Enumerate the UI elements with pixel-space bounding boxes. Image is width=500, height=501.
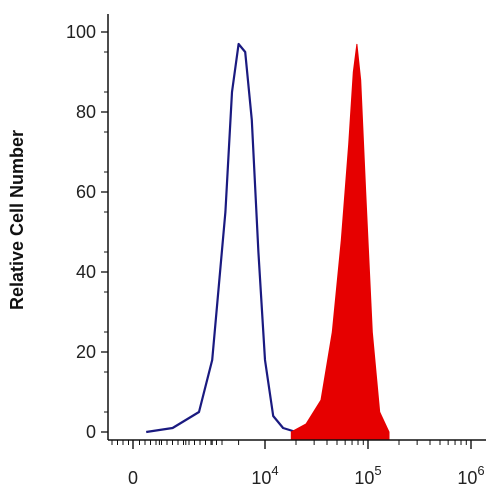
y-tick-label-40: 40 — [76, 262, 96, 282]
series-0-outline-histogram — [146, 42, 297, 434]
x-tick-label-0: 0 — [128, 468, 138, 488]
y-tick-label-0: 0 — [86, 422, 96, 442]
y-tick-label-60: 60 — [76, 182, 96, 202]
x-tick-label-1: 104 — [251, 463, 278, 488]
y-axis-title: Relative Cell Number — [7, 130, 27, 310]
axes — [107, 14, 486, 441]
x-ticks: 0 104 105 106 — [111, 440, 485, 488]
x-tick-label-3: 106 — [457, 463, 484, 488]
plot-area — [146, 42, 390, 440]
y-tick-label-20: 20 — [76, 342, 96, 362]
y-tick-label-80: 80 — [76, 102, 96, 122]
y-tick-label-100: 100 — [66, 22, 96, 42]
x-tick-label-2: 105 — [354, 463, 381, 488]
series-1-filled-histogram — [290, 43, 390, 440]
y-ticks: 0 20 40 60 80 100 — [66, 22, 108, 442]
